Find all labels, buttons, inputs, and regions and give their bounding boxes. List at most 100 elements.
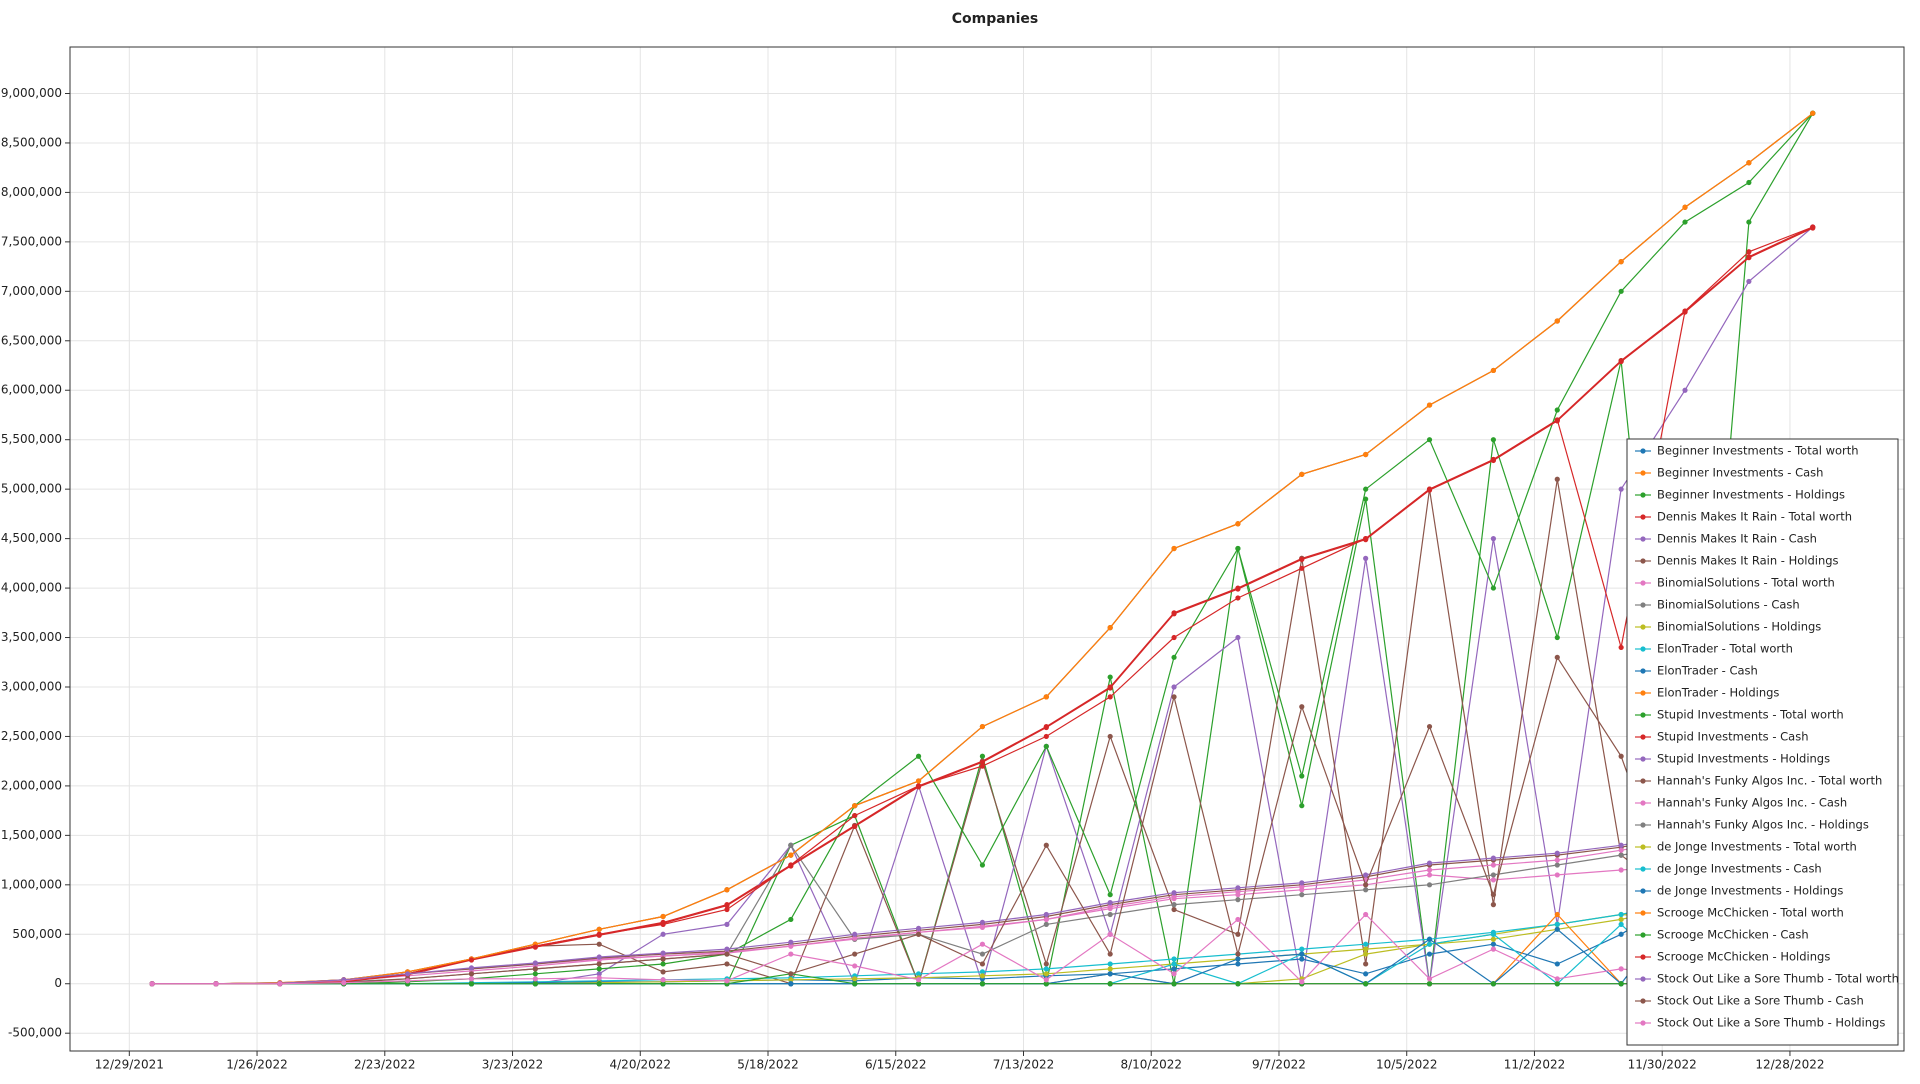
legend-label: Beginner Investments - Holdings (1657, 488, 1845, 502)
x-tick-label: 3/23/2022 (482, 1058, 544, 1072)
data-point (468, 971, 475, 977)
data-point (852, 976, 858, 982)
data-point (660, 913, 666, 920)
legend-marker (1640, 690, 1646, 696)
x-tick-label: 10/5/2022 (1376, 1058, 1438, 1072)
legend-marker (1640, 624, 1646, 630)
chart-title: Companies (952, 11, 1039, 27)
legend-label: Stock Out Like a Sore Thumb - Cash (1657, 994, 1864, 1008)
legend-label: ElonTrader - Total worth (1657, 642, 1793, 656)
data-point (1171, 981, 1177, 987)
data-point (1299, 956, 1305, 962)
data-point (1682, 219, 1688, 225)
data-point (1171, 971, 1177, 977)
data-point (1554, 961, 1560, 967)
data-point (1363, 555, 1369, 561)
data-point (724, 951, 730, 957)
data-point (1618, 911, 1624, 918)
data-point (1554, 318, 1560, 324)
legend-marker (1640, 470, 1646, 476)
legend-label: BinomialSolutions - Holdings (1657, 620, 1821, 634)
data-point (1235, 897, 1241, 903)
data-point (1490, 855, 1497, 861)
data-point (1426, 981, 1433, 987)
data-point (1363, 451, 1369, 458)
legend-marker (1640, 822, 1646, 828)
y-tick-label: 6,500,000 (1, 333, 62, 347)
data-point (1299, 892, 1305, 898)
data-point (1746, 160, 1752, 166)
series-line (152, 227, 1814, 985)
data-point (1746, 278, 1752, 285)
data-point (1810, 110, 1816, 116)
data-point (1426, 867, 1433, 873)
data-point (1107, 685, 1113, 691)
legend-marker (1640, 580, 1646, 586)
data-point (1490, 902, 1497, 908)
data-point (1682, 204, 1688, 210)
data-point (1299, 880, 1305, 886)
data-point (724, 961, 730, 967)
legend-label: Stock Out Like a Sore Thumb - Total wort… (1657, 972, 1899, 986)
legend-label: Beginner Investments - Cash (1657, 466, 1823, 480)
x-tick-label: 5/18/2022 (737, 1058, 799, 1072)
data-point (1299, 704, 1305, 710)
data-point (660, 956, 666, 962)
data-point (979, 969, 986, 975)
x-tick-label: 12/28/2022 (1755, 1058, 1824, 1072)
data-point (1554, 850, 1560, 856)
data-point (277, 981, 283, 987)
legend-label: de Jonge Investments - Cash (1657, 862, 1822, 876)
data-point (1618, 358, 1624, 365)
data-point (1618, 644, 1624, 651)
legend-label: Hannah's Funky Algos Inc. - Cash (1657, 796, 1847, 810)
y-tick-label: 5,000,000 (1, 482, 62, 496)
legend-marker (1640, 756, 1646, 762)
legend-label: Dennis Makes It Rain - Holdings (1657, 554, 1839, 568)
legend: Beginner Investments - Total worth Beginn… (1626, 438, 1899, 1046)
data-point (1490, 457, 1497, 464)
data-point (1299, 471, 1305, 477)
data-point (788, 916, 794, 923)
data-point (1235, 931, 1241, 937)
data-point (1171, 684, 1177, 690)
data-point (1363, 981, 1369, 987)
data-point (1490, 862, 1497, 868)
data-point (1490, 437, 1497, 443)
data-point (1363, 946, 1369, 952)
legend-marker (1640, 646, 1646, 652)
legend-marker (1640, 844, 1646, 850)
data-point (1235, 956, 1241, 962)
data-point (1618, 867, 1624, 873)
data-point (979, 941, 986, 947)
data-point (1107, 971, 1113, 977)
data-point (1299, 884, 1305, 890)
data-point (1043, 977, 1049, 983)
legend-label: Scrooge McChicken - Total worth (1657, 906, 1844, 920)
data-point (1618, 916, 1624, 923)
legend-marker (1640, 932, 1646, 938)
legend-label: ElonTrader - Holdings (1657, 686, 1779, 700)
data-point (596, 954, 602, 960)
data-point (532, 981, 538, 987)
data-point (1554, 921, 1560, 927)
data-point (1107, 951, 1113, 957)
x-tick-label: 12/29/2021 (95, 1058, 164, 1072)
legend-marker (1640, 998, 1646, 1004)
data-point (1490, 536, 1497, 542)
data-point (979, 723, 986, 730)
data-point (1426, 860, 1433, 866)
data-point (1618, 486, 1624, 492)
legend-label: BinomialSolutions - Total worth (1657, 576, 1835, 590)
legend-label: Hannah's Funky Algos Inc. - Total worth (1657, 774, 1882, 788)
data-point (852, 823, 858, 830)
data-point (1171, 906, 1177, 913)
data-point (532, 971, 538, 977)
data-point (1490, 872, 1497, 878)
data-point (979, 862, 986, 868)
data-point (660, 969, 666, 975)
data-point (660, 977, 666, 983)
legend-marker (1640, 976, 1646, 982)
data-point (1235, 586, 1241, 592)
